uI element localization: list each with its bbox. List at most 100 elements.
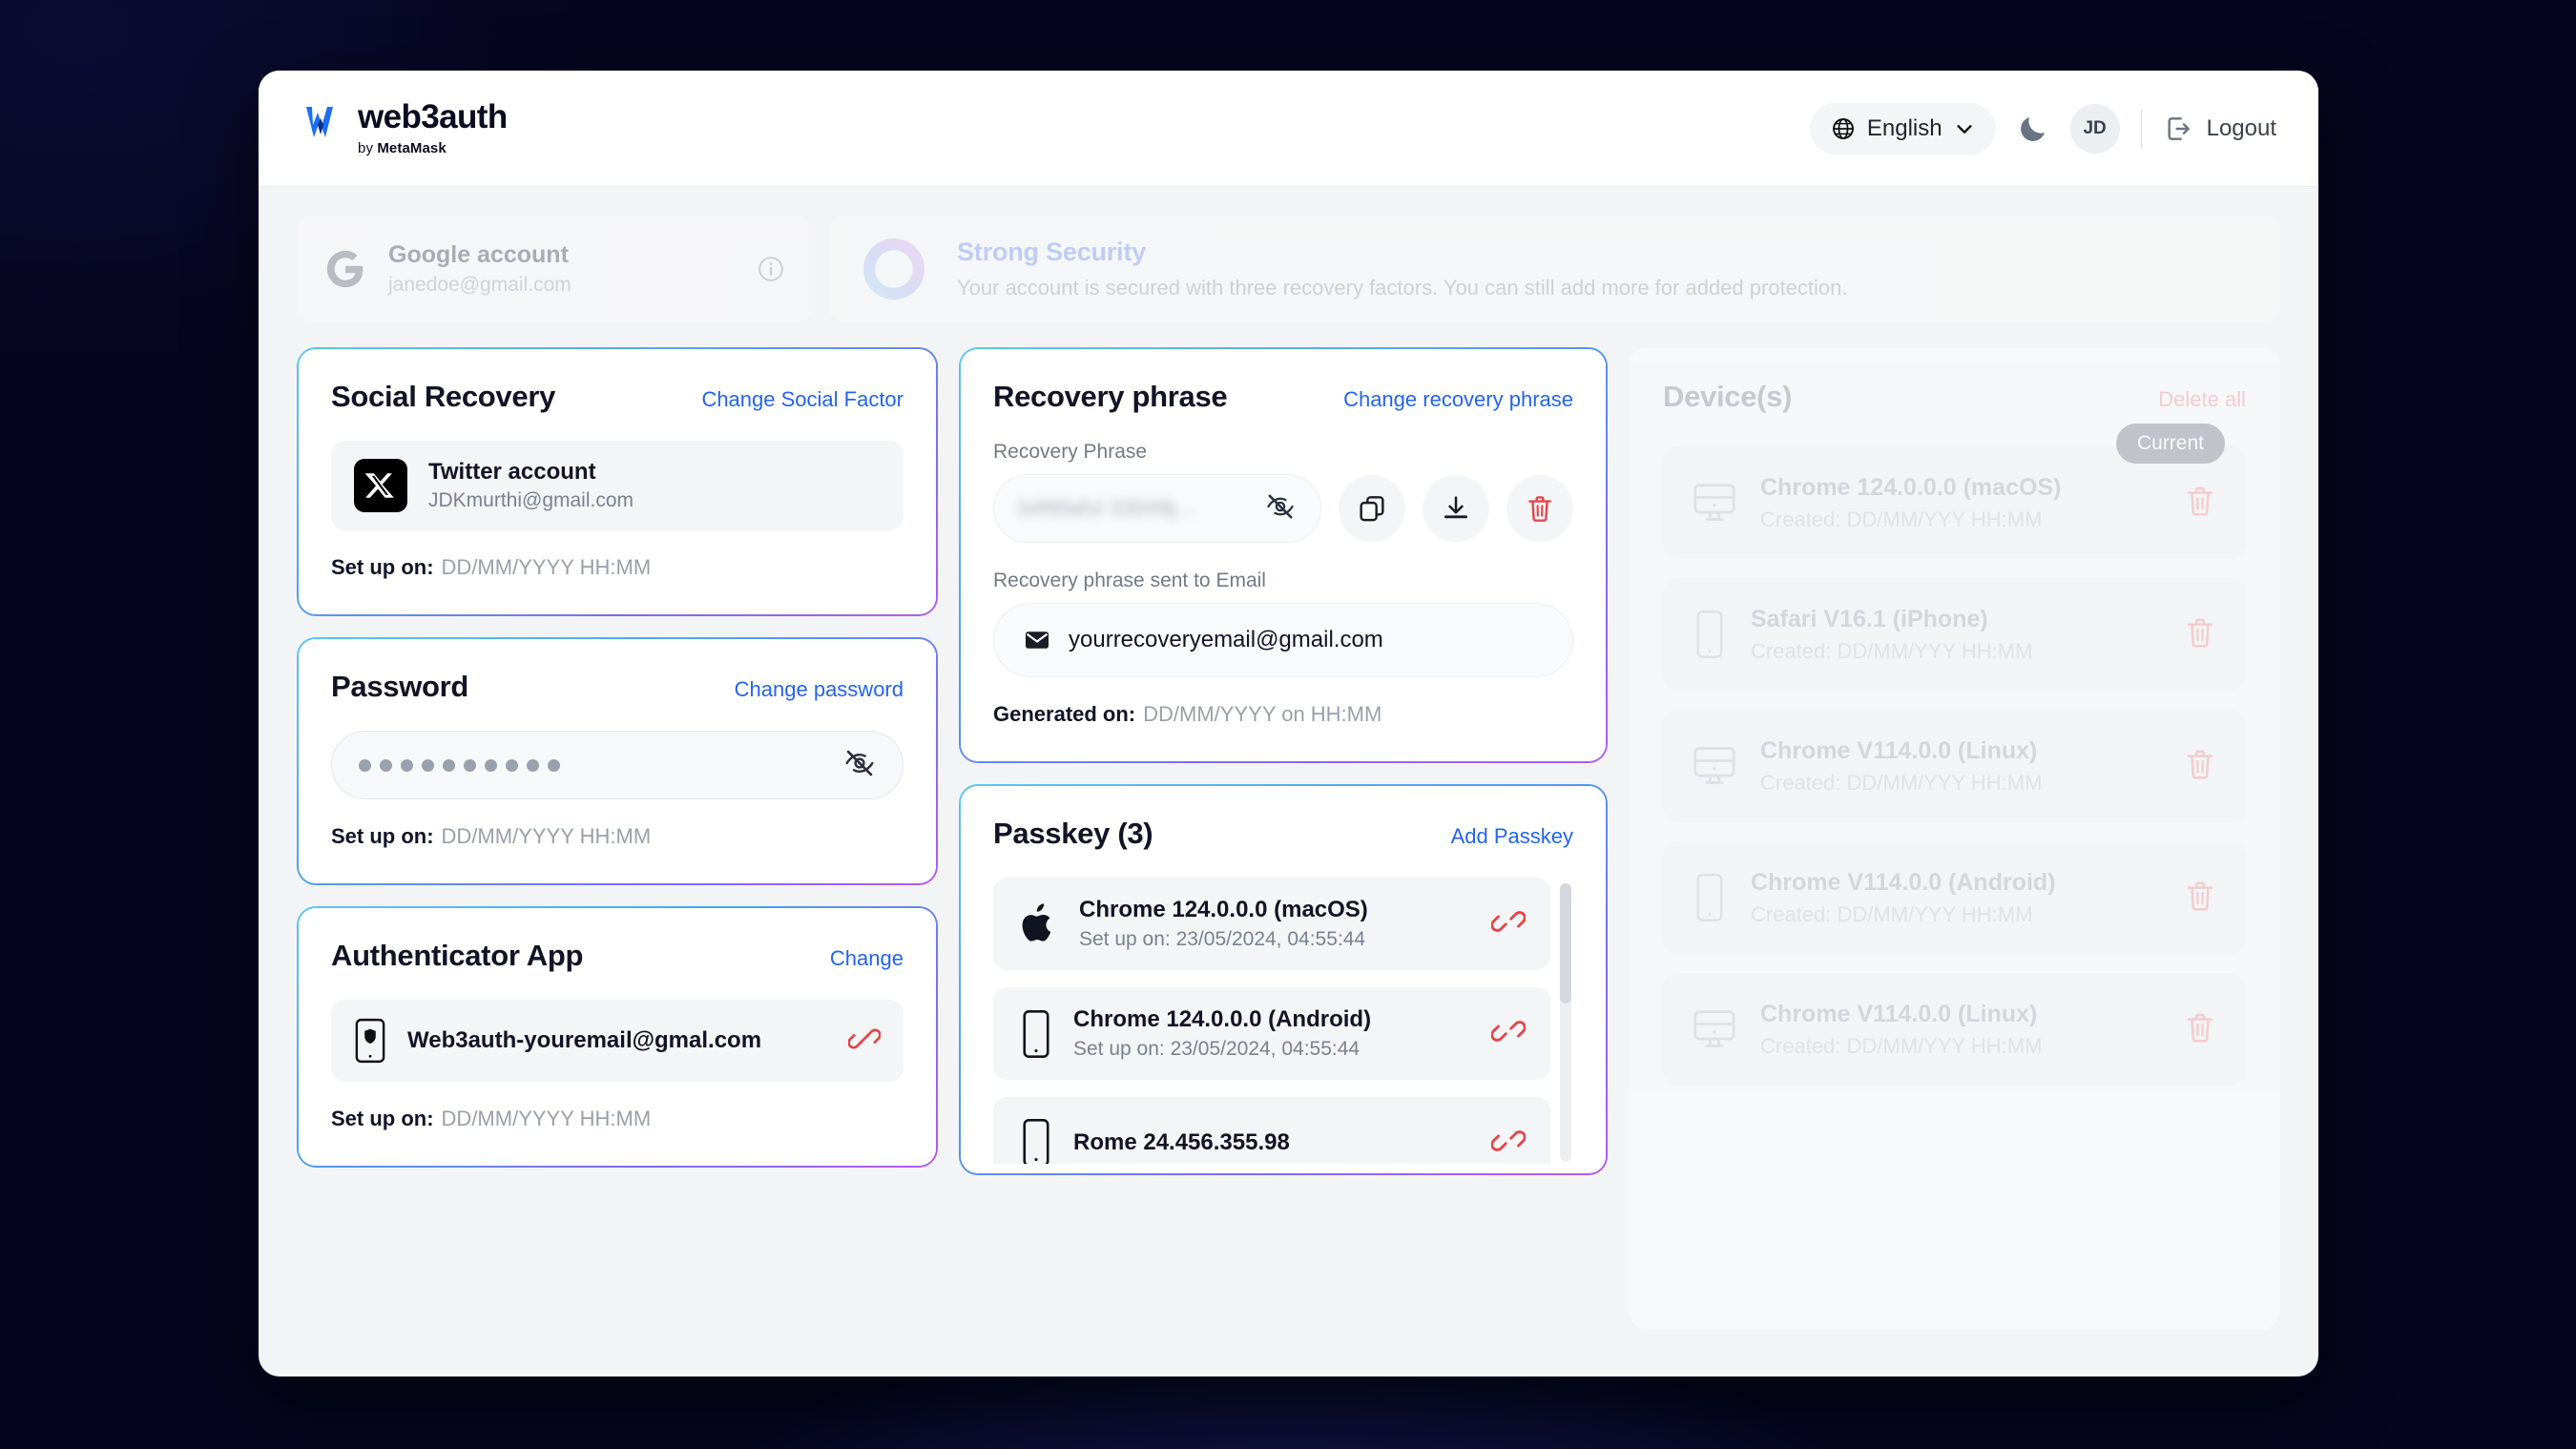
password-setup-value: DD/MM/YYYY HH:MM: [441, 824, 652, 848]
device-created: Created: DD/MM/YYY HH:MM: [1760, 507, 2043, 531]
mobile-icon: [1023, 1009, 1049, 1058]
download-recovery-phrase-button[interactable]: [1423, 475, 1489, 542]
logout-button[interactable]: Logout: [2163, 114, 2276, 144]
passkey-item-name: Rome 24.456.355.98: [1073, 1129, 1290, 1155]
device-row[interactable]: Chrome V114.0.0 (Linux) Created: DD/MM/Y…: [1663, 710, 2246, 822]
device-name: Chrome V114.0.0 (Linux): [1760, 736, 2038, 764]
delete-all-devices-link[interactable]: Delete all: [2158, 387, 2246, 411]
security-progress-ring: [862, 238, 925, 300]
change-social-factor-link[interactable]: Change Social Factor: [701, 387, 904, 411]
delete-device-button[interactable]: [2183, 747, 2217, 786]
password-visibility-toggle[interactable]: [843, 747, 876, 784]
device-row[interactable]: Chrome V114.0.0 (Android) Created: DD/MM…: [1663, 841, 2246, 954]
unlink-icon: [1490, 911, 1527, 932]
security-texts: Strong Security Your account is secured …: [957, 238, 1848, 300]
copy-recovery-phrase-button[interactable]: [1339, 475, 1405, 542]
trash-icon: [1528, 496, 1551, 522]
device-row[interactable]: Chrome V114.0.0 (Linux) Created: DD/MM/Y…: [1663, 973, 2246, 1086]
authenticator-unlink-button[interactable]: [847, 1023, 882, 1060]
recovery-phrase-visibility-toggle[interactable]: [1265, 491, 1296, 527]
language-selector[interactable]: English: [1809, 102, 1996, 155]
passkey-list-item[interactable]: Chrome 124.0.0.0 (macOS) Set up on: 23/0…: [993, 878, 1550, 970]
web3auth-logo-icon: [306, 107, 333, 137]
status-badge: Current: [2115, 424, 2225, 464]
social-setup-label: Set up on:: [331, 555, 434, 579]
brand-name: web3auth: [358, 98, 508, 135]
delete-device-button[interactable]: [2183, 484, 2217, 523]
social-recovery-header: Social Recovery Change Social Factor: [331, 380, 904, 414]
recovery-generated-label: Generated on:: [993, 702, 1136, 726]
device-name: Chrome V114.0.0 (Android): [1751, 868, 2056, 896]
passkey-scrollbar-thumb[interactable]: [1560, 883, 1571, 1004]
device-name: Chrome 124.0.0.0 (macOS): [1760, 473, 2062, 501]
language-label: English: [1866, 114, 1942, 141]
social-recovery-item[interactable]: Twitter account JDKmurthi@gmail.com: [331, 441, 904, 530]
eye-off-icon: [1267, 494, 1294, 518]
recovery-phrase-card: Recovery phrase Change recovery phrase R…: [959, 347, 1608, 763]
logout-icon: [2168, 116, 2190, 140]
social-account-title: Twitter account: [428, 459, 596, 485]
delete-device-button[interactable]: [2183, 615, 2217, 654]
recovery-generated-value: DD/MM/YYYY on HH:MM: [1143, 702, 1382, 726]
passkey-item-texts: Chrome 124.0.0.0 (Android) Set up on: 23…: [1073, 1006, 1371, 1061]
passkey-item-texts: Rome 24.456.355.98: [1073, 1129, 1290, 1156]
passkey-list-item[interactable]: Rome 24.456.355.98: [993, 1097, 1550, 1164]
trash-icon: [2187, 1013, 2213, 1043]
right-column: Device(s) Delete all Current: [1629, 347, 2280, 1330]
change-authenticator-link[interactable]: Change: [829, 946, 904, 970]
change-recovery-phrase-link[interactable]: Change recovery phrase: [1343, 387, 1573, 411]
passkey-item-sub: Set up on: 23/05/2024, 04:55:44: [1073, 1038, 1361, 1060]
passkey-unlink-button[interactable]: [1490, 904, 1527, 943]
security-title: Strong Security: [957, 238, 1147, 266]
authenticator-setup-line: Set up on: DD/MM/YYYY HH:MM: [331, 1107, 904, 1131]
avatar[interactable]: JD: [2069, 103, 2120, 154]
devices-panel: Device(s) Delete all Current: [1629, 347, 2280, 1330]
delete-recovery-phrase-button[interactable]: [1506, 475, 1573, 542]
devices-title: Device(s): [1663, 380, 1793, 413]
devices-header: Device(s) Delete all: [1663, 380, 2246, 414]
brand-subtitle: by MetaMask: [358, 140, 447, 156]
middle-column: Recovery phrase Change recovery phrase R…: [959, 347, 1608, 1175]
google-g-icon: [326, 250, 364, 288]
x-twitter-icon: [354, 459, 407, 512]
recovery-phrase-input[interactable]: b4f6faful 33049j...: [993, 474, 1321, 543]
device-texts: Chrome V114.0.0 (Android) Created: DD/MM…: [1751, 869, 2056, 927]
desktop-icon: [1693, 1010, 1735, 1047]
device-name: Chrome V114.0.0 (Linux): [1760, 1000, 2038, 1027]
authenticator-title: Authenticator App: [331, 939, 584, 972]
recovery-email-label: Recovery phrase sent to Email: [993, 569, 1266, 591]
account-title: Google account: [388, 241, 569, 268]
delete-device-button[interactable]: [2183, 879, 2217, 918]
trash-icon: [2187, 486, 2213, 516]
change-password-link[interactable]: Change password: [734, 677, 904, 701]
cards-grid: Social Recovery Change Social Factor Twi…: [297, 347, 2280, 1330]
trash-icon: [2187, 618, 2213, 648]
delete-device-button[interactable]: [2183, 1010, 2217, 1049]
device-texts: Safari V16.1 (iPhone) Created: DD/MM/YYY…: [1751, 606, 2032, 664]
info-icon[interactable]: [757, 255, 785, 283]
authenticator-item[interactable]: Web3auth-youremail@gmal.com: [331, 1000, 904, 1082]
password-input[interactable]: [331, 731, 904, 799]
social-setup-value: DD/MM/YYYY HH:MM: [441, 555, 652, 579]
device-row[interactable]: Safari V16.1 (iPhone) Created: DD/MM/YYY…: [1663, 578, 2246, 691]
account-card: Google account janedoe@gmail.com: [297, 216, 812, 322]
device-row[interactable]: Current Chrome 124.0.0.0 (macOS) Created…: [1663, 424, 2246, 559]
authenticator-setup-value: DD/MM/YYYY HH:MM: [441, 1107, 652, 1130]
recovery-email-field[interactable]: yourrecoveryemail@gmail.com: [993, 603, 1573, 677]
passkey-unlink-button[interactable]: [1490, 1124, 1527, 1163]
security-status-card: Strong Security Your account is secured …: [829, 216, 2280, 322]
mail-icon: [1026, 631, 1049, 649]
account-email: janedoe@gmail.com: [388, 274, 571, 296]
passkey-unlink-button[interactable]: [1490, 1014, 1527, 1053]
moon-icon: [2020, 116, 2045, 141]
device-texts: Chrome V114.0.0 (Linux) Created: DD/MM/Y…: [1760, 1001, 2042, 1059]
passkey-item-texts: Chrome 124.0.0.0 (macOS) Set up on: 23/0…: [1079, 897, 1368, 951]
device-name: Safari V16.1 (iPhone): [1751, 605, 1988, 632]
passkey-list-item[interactable]: Chrome 124.0.0.0 (Android) Set up on: 23…: [993, 987, 1550, 1080]
passkey-list-scrollbar[interactable]: [1560, 883, 1571, 1162]
add-passkey-link[interactable]: Add Passkey: [1450, 824, 1573, 848]
theme-toggle-button[interactable]: [2017, 113, 2049, 145]
security-description: Your account is secured with three recov…: [957, 276, 1848, 300]
device-texts: Chrome V114.0.0 (Linux) Created: DD/MM/Y…: [1760, 737, 2042, 796]
mobile-icon: [1696, 611, 1723, 658]
